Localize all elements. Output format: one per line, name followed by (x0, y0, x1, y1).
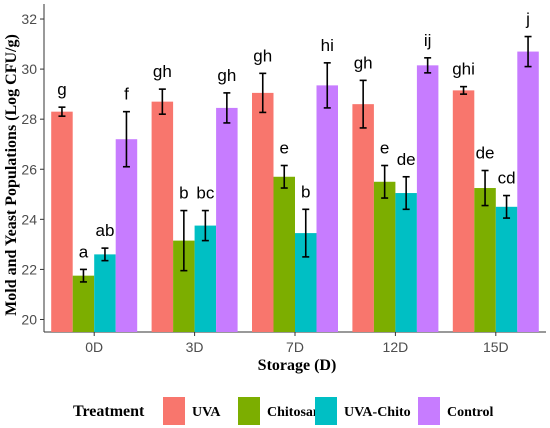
significance-label: e (280, 138, 289, 157)
significance-label: de (397, 150, 416, 169)
bar-control-0d (115, 139, 138, 332)
significance-label: b (301, 182, 310, 201)
significance-label: gh (253, 46, 272, 65)
x-axis-title: Storage (D) (258, 357, 337, 374)
significance-label: j (525, 10, 530, 29)
bar-uva-15d (452, 90, 475, 332)
bar-uva-7d (252, 92, 274, 332)
legend-key-chitosan (238, 397, 260, 425)
significance-label: g (57, 80, 66, 99)
bar-uva-12d (352, 104, 374, 332)
y-tick-label: 32 (21, 11, 37, 27)
legend-key-uva (163, 397, 185, 425)
bar-uva-chito-3d (194, 225, 217, 332)
bar-chitosan-7d (273, 176, 295, 332)
legend: Treatment UVA Chitosan UVA-Chito Control (73, 397, 494, 425)
bar-chitosan-15d (474, 188, 496, 332)
significance-label: hi (321, 36, 334, 55)
significance-label: de (476, 144, 495, 163)
significance-label: gh (354, 53, 373, 72)
significance-label: cd (498, 169, 516, 188)
significance-label: gh (153, 62, 172, 81)
bar-uva-chito-0d (94, 254, 116, 332)
significance-label: ab (95, 221, 114, 240)
y-tick-label: 24 (21, 211, 37, 227)
x-tick-label: 7D (286, 339, 304, 355)
bar-chitosan-12d (373, 181, 396, 332)
legend-label: Control (447, 405, 494, 420)
legend-label: Chitosan (267, 405, 321, 420)
legend-title: Treatment (73, 403, 145, 420)
bar-chitosan-3d (173, 240, 195, 332)
bar-control-15d (517, 51, 539, 333)
bar-uva-chito-7d (295, 233, 317, 332)
bar-control-3d (216, 107, 238, 333)
y-tick-label: 26 (21, 161, 37, 177)
x-tick-label: 0D (85, 339, 103, 355)
bar-control-7d (316, 85, 338, 332)
bar-chitosan-0d (72, 275, 95, 332)
x-tick-label: 3D (186, 339, 204, 355)
legend-key-control (418, 397, 440, 425)
significance-label: bc (196, 184, 214, 203)
significance-label: b (179, 184, 188, 203)
y-tick-label: 20 (21, 311, 37, 327)
bar-uva-chito-15d (495, 206, 518, 332)
y-tick-label: 30 (21, 61, 37, 77)
significance-label: e (380, 138, 389, 157)
significance-label: a (79, 242, 89, 261)
y-tick-label: 22 (21, 261, 37, 277)
significance-label: gh (217, 66, 236, 85)
significance-label: ij (424, 31, 432, 50)
x-tick-label: 15D (483, 339, 509, 355)
y-axis-title: Mold and Yeast Populations (Log CFU/g) (3, 34, 20, 316)
bar-uva-chito-12d (395, 193, 417, 332)
y-tick-label: 28 (21, 111, 37, 127)
legend-label: UVA (192, 405, 221, 420)
bar-uva-3d (151, 101, 174, 332)
legend-key-uva-chito (315, 397, 337, 425)
legend-label: UVA-Chito (344, 405, 411, 420)
significance-label: ghi (452, 60, 475, 79)
significance-label: f (124, 85, 129, 104)
bar-control-12d (416, 65, 439, 333)
x-tick-label: 12D (383, 339, 409, 355)
bar-uva-0d (51, 111, 73, 332)
